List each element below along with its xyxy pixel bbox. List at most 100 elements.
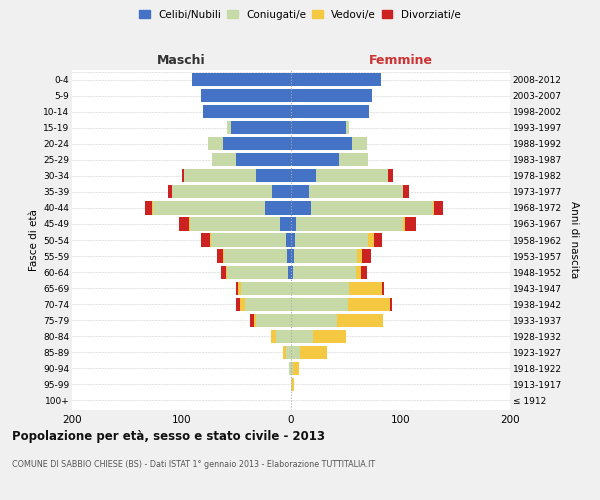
Bar <box>212 153 291 166</box>
Bar <box>288 266 291 278</box>
Bar <box>291 218 296 230</box>
Bar <box>172 186 291 198</box>
Bar <box>291 170 316 182</box>
Bar <box>291 234 295 246</box>
Bar <box>201 89 291 102</box>
Bar <box>227 266 291 278</box>
Bar <box>212 153 291 166</box>
Bar <box>291 89 372 102</box>
Bar <box>236 298 291 310</box>
Bar <box>224 250 291 262</box>
Bar <box>291 314 383 327</box>
Bar <box>145 202 291 214</box>
Bar <box>193 73 291 86</box>
Bar <box>291 202 311 214</box>
Bar <box>193 73 291 86</box>
Bar <box>189 218 291 230</box>
Bar <box>211 234 291 246</box>
Bar <box>291 202 443 214</box>
Bar <box>291 362 299 375</box>
Bar <box>179 218 291 230</box>
Bar <box>236 282 291 294</box>
Bar <box>291 105 369 118</box>
Bar <box>245 298 291 310</box>
Bar <box>291 250 371 262</box>
Text: Maschi: Maschi <box>157 54 206 66</box>
Bar <box>256 314 291 327</box>
Bar <box>291 330 346 343</box>
Bar <box>169 186 291 198</box>
Bar <box>291 105 369 118</box>
Bar <box>203 105 291 118</box>
Y-axis label: Anni di nascita: Anni di nascita <box>569 202 578 278</box>
Bar <box>280 218 291 230</box>
Bar <box>291 314 383 327</box>
Bar <box>291 153 368 166</box>
Bar <box>291 234 374 246</box>
Bar <box>190 218 291 230</box>
Bar <box>291 298 389 310</box>
Bar <box>256 170 291 182</box>
Bar <box>291 89 372 102</box>
Bar <box>286 234 291 246</box>
Bar <box>291 153 339 166</box>
Y-axis label: Fasce di età: Fasce di età <box>29 209 39 271</box>
Bar <box>212 153 291 166</box>
Bar <box>291 346 300 359</box>
Bar <box>291 362 293 375</box>
Bar <box>172 186 291 198</box>
Bar <box>291 186 409 198</box>
Bar <box>291 170 388 182</box>
Bar <box>227 121 291 134</box>
Bar <box>291 234 382 246</box>
Bar <box>291 266 367 278</box>
Bar <box>291 234 368 246</box>
Bar <box>265 202 291 214</box>
Bar <box>238 282 291 294</box>
Bar <box>291 73 381 86</box>
Bar <box>201 89 291 102</box>
Bar <box>291 362 299 375</box>
Bar <box>291 170 393 182</box>
Bar <box>250 314 291 327</box>
Bar <box>291 250 362 262</box>
Bar <box>283 346 291 359</box>
Bar <box>291 378 294 391</box>
Bar <box>221 266 291 278</box>
Bar <box>291 121 349 134</box>
Bar <box>291 282 349 294</box>
Bar <box>291 266 293 278</box>
Bar <box>289 362 291 375</box>
Bar <box>291 186 403 198</box>
Bar <box>236 153 291 166</box>
Bar <box>291 121 349 134</box>
Bar <box>289 362 291 375</box>
Bar <box>226 266 291 278</box>
Bar <box>291 266 356 278</box>
Bar <box>291 137 367 150</box>
Bar <box>291 105 369 118</box>
Bar <box>271 330 291 343</box>
Bar <box>291 218 405 230</box>
Text: Femmine: Femmine <box>368 54 433 66</box>
Bar <box>271 330 291 343</box>
Bar <box>272 186 291 198</box>
Bar <box>254 314 291 327</box>
Bar <box>201 89 291 102</box>
Text: Popolazione per età, sesso e stato civile - 2013: Popolazione per età, sesso e stato civil… <box>12 430 325 443</box>
Bar <box>291 330 313 343</box>
Bar <box>287 250 291 262</box>
Bar <box>289 362 291 375</box>
Bar <box>203 105 291 118</box>
Bar <box>239 298 291 310</box>
Bar <box>203 105 291 118</box>
Bar <box>153 202 291 214</box>
Bar <box>291 202 433 214</box>
Bar <box>223 137 291 150</box>
Bar <box>291 121 346 134</box>
Bar <box>291 250 357 262</box>
Bar <box>291 330 346 343</box>
Bar <box>201 89 291 102</box>
Bar <box>291 250 294 262</box>
Bar <box>275 330 291 343</box>
